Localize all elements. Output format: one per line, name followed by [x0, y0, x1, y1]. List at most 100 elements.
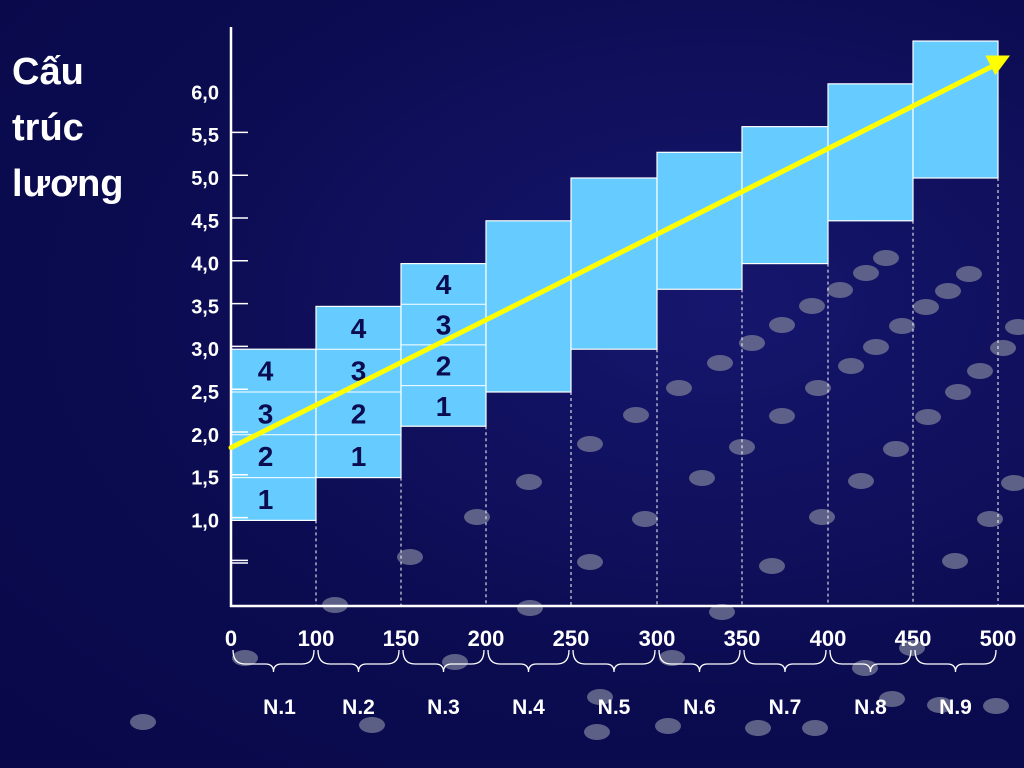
grade-box-n4 [485, 220, 572, 393]
x-axis-ticks: 0 100 150 200 250 300 350 400 450 500 [225, 626, 1016, 651]
background-dot [517, 600, 543, 616]
y-tick-label: 3,5 [191, 296, 219, 318]
grade-label: N.7 [769, 696, 802, 719]
trend-line [228, 55, 1010, 451]
y-tick-label: 5,0 [191, 168, 219, 190]
background-dot [883, 441, 909, 457]
background-dot [769, 317, 795, 333]
background-dot [659, 650, 685, 666]
background-dot [945, 384, 971, 400]
y-tick-label: 2,0 [191, 425, 219, 447]
background-dots [130, 250, 1024, 740]
background-dot [827, 282, 853, 298]
background-dot [913, 299, 939, 315]
grade-brace [402, 649, 485, 673]
background-dot [935, 283, 961, 299]
x-tick-label: 150 [383, 626, 420, 651]
grade-brace [572, 649, 656, 673]
grade-label: N.1 [263, 696, 296, 719]
grade-label: N.6 [683, 696, 716, 719]
x-tick-label: 100 [298, 626, 335, 651]
title-line-2: trúc [12, 107, 84, 149]
grade-box-n8 [827, 83, 914, 222]
x-tick-label: 250 [553, 626, 590, 651]
background-dot [745, 720, 771, 736]
background-dot [1001, 475, 1024, 491]
background-dot [577, 436, 603, 452]
background-dot [666, 380, 692, 396]
background-dot [967, 363, 993, 379]
background-dot [707, 355, 733, 371]
background-dot [759, 558, 785, 574]
background-dot [709, 604, 735, 620]
title-line-3: lương [12, 163, 124, 205]
grade-brace [914, 649, 997, 673]
background-dot [873, 250, 899, 266]
grade-label: N.9 [939, 696, 972, 719]
y-tick-label: 6,0 [191, 82, 219, 104]
grade-brace [743, 649, 827, 673]
trend-arrow-head [985, 55, 1010, 76]
background-dot [632, 511, 658, 527]
step-label: 3 [351, 356, 367, 387]
y-tick-label: 2,5 [191, 382, 219, 404]
background-dot [983, 698, 1009, 714]
y-tick-label: 4,5 [191, 211, 219, 233]
background-dot [516, 474, 542, 490]
background-dot [689, 470, 715, 486]
step-label: 2 [351, 398, 367, 429]
background-dot [942, 553, 968, 569]
background-dot [927, 697, 953, 713]
x-tick-label: 200 [468, 626, 505, 651]
x-tick-label: 0 [225, 626, 237, 651]
background-dot [799, 298, 825, 314]
grade-box-n7 [741, 126, 829, 265]
background-dot [838, 358, 864, 374]
grade-label: N.3 [427, 696, 460, 719]
background-dot [853, 265, 879, 281]
grade-brace [658, 649, 741, 673]
background-dot [805, 380, 831, 396]
step-label: 1 [436, 391, 452, 422]
background-dot [623, 407, 649, 423]
grade-brace [829, 649, 912, 673]
y-axis-ticks: 1,0 1,5 2,0 2,5 3,0 3,5 4,0 4,5 5,0 5,5 6,0 [191, 82, 248, 564]
step-label: 1 [258, 484, 274, 515]
background-dot [889, 318, 915, 334]
grade-label: N.2 [342, 696, 375, 719]
trend-line-stroke [228, 62, 997, 451]
background-dot [802, 720, 828, 736]
step-label: 2 [436, 350, 452, 381]
y-tick-label: 1,5 [191, 468, 219, 490]
background-dot [442, 654, 468, 670]
background-dot [956, 266, 982, 282]
background-dot [359, 717, 385, 733]
axes [229, 27, 1024, 608]
grade-box-n6 [656, 151, 743, 290]
x-tick-label: 450 [895, 626, 932, 651]
x-tick-label: 350 [724, 626, 761, 651]
background-dot [739, 335, 765, 351]
x-tick-label: 400 [810, 626, 847, 651]
chart-title: Cấu trúc lương [12, 44, 124, 212]
grade-brace [232, 649, 315, 673]
background-dot [464, 509, 490, 525]
y-tick-label: 5,5 [191, 125, 219, 147]
grade-box-n5 [570, 177, 658, 350]
step-label: 3 [436, 310, 452, 341]
background-dot [397, 549, 423, 565]
step-label: 1 [351, 441, 367, 472]
background-dot [990, 340, 1016, 356]
grade-label: N.4 [512, 696, 545, 719]
grade-brace [487, 649, 570, 673]
grade-label: N.8 [854, 696, 887, 719]
x-tick-label: 500 [980, 626, 1017, 651]
background-dot [584, 724, 610, 740]
background-dot [809, 509, 835, 525]
background-dot [1005, 319, 1024, 335]
grade-box-n9 [912, 40, 999, 179]
grade-label: N.5 [598, 696, 631, 719]
step-label: 2 [258, 441, 274, 472]
